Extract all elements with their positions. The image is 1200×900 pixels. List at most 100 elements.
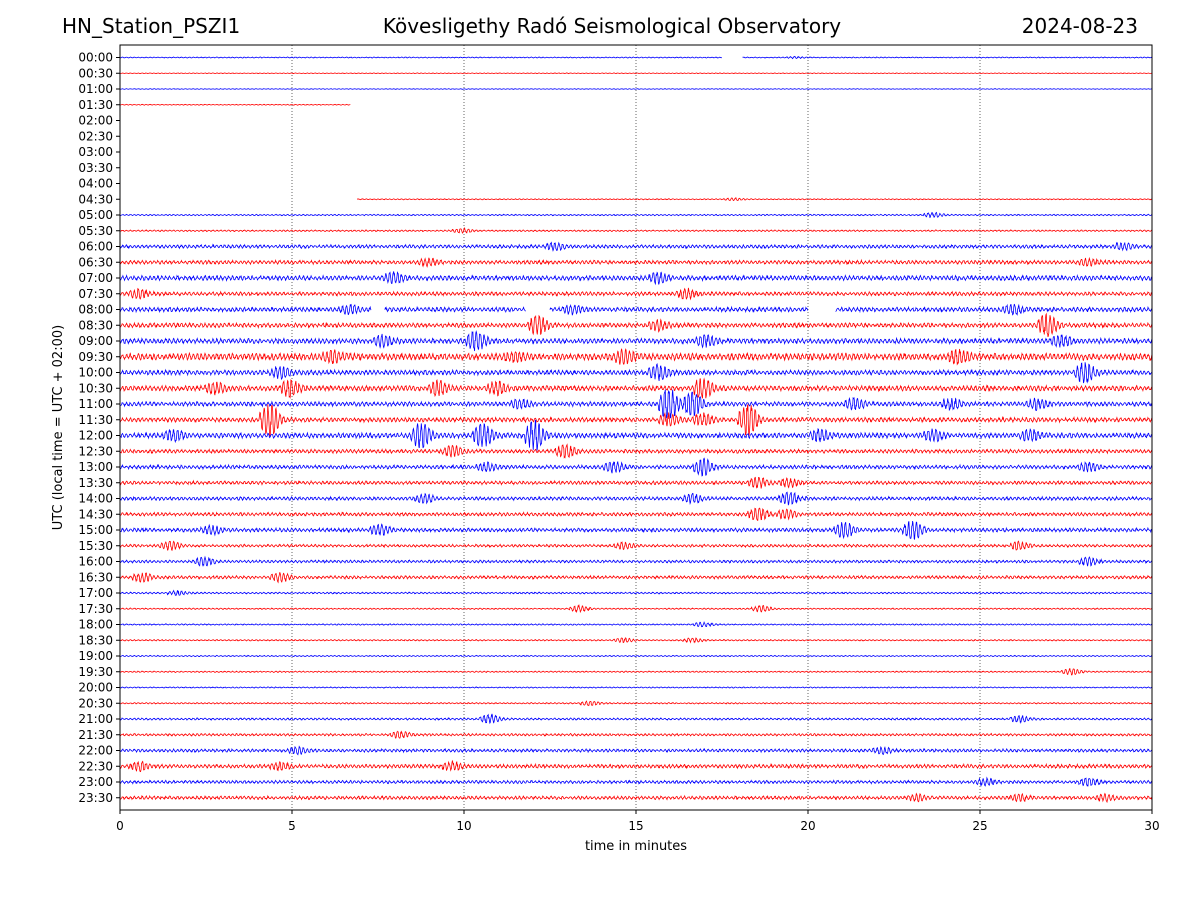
x-axis-ticks: 0 5 10 15 20 25 30 <box>116 810 1160 833</box>
y-tick-label: 18:00 <box>78 618 113 632</box>
y-tick-label: 19:30 <box>78 665 113 679</box>
x-tick-label: 30 <box>1144 819 1159 833</box>
trace-2030 <box>119 700 1153 707</box>
trace-2130 <box>119 730 1153 739</box>
trace-0100 <box>119 88 1153 90</box>
y-tick-label: 22:30 <box>78 759 113 773</box>
y-tick-label: 00:30 <box>78 66 113 80</box>
trace-0630 <box>119 256 1153 268</box>
trace-0800-part1 <box>119 303 372 316</box>
trace-0000-part2 <box>742 55 1153 60</box>
trace-1800 <box>119 621 1153 628</box>
y-tick-label: 02:30 <box>78 129 113 143</box>
y-tick-label: 07:00 <box>78 271 113 285</box>
trace-1600 <box>119 555 1153 567</box>
y-tick-label: 03:00 <box>78 145 113 159</box>
trace-2300 <box>119 776 1153 787</box>
y-tick-label: 05:30 <box>78 224 113 238</box>
trace-1130 <box>119 403 1153 437</box>
y-tick-label: 21:30 <box>78 728 113 742</box>
y-tick-label: 16:00 <box>78 555 113 569</box>
y-tick-label: 07:30 <box>78 287 113 301</box>
trace-0430 <box>357 197 1153 202</box>
y-tick-label: 10:00 <box>78 366 113 380</box>
y-tick-label: 03:30 <box>78 161 113 175</box>
trace-1400 <box>119 491 1153 506</box>
trace-1630 <box>119 572 1153 584</box>
x-tick-label: 0 <box>116 819 124 833</box>
trace-1430 <box>119 507 1153 521</box>
y-tick-label: 23:00 <box>78 775 113 789</box>
y-tick-label: 14:30 <box>78 507 113 521</box>
trace-0600 <box>119 241 1153 252</box>
trace-1730 <box>119 604 1153 614</box>
trace-1030 <box>119 377 1153 399</box>
y-tick-label: 01:30 <box>78 98 113 112</box>
y-tick-label: 04:30 <box>78 192 113 206</box>
y-tick-label: 17:30 <box>78 602 113 616</box>
trace-0800-part3 <box>549 304 809 316</box>
y-tick-label: 09:30 <box>78 350 113 364</box>
trace-1300 <box>119 457 1153 477</box>
x-tick-label: 15 <box>628 819 643 833</box>
y-tick-label: 17:00 <box>78 586 113 600</box>
trace-0800-part4 <box>835 303 1152 316</box>
trace-2000 <box>119 686 1153 689</box>
y-tick-label: 19:00 <box>78 649 113 663</box>
seismic-traces <box>119 55 1153 804</box>
y-tick-label: 16:30 <box>78 570 113 584</box>
y-tick-label: 06:00 <box>78 240 113 254</box>
y-tick-label: 13:00 <box>78 460 113 474</box>
y-tick-label: 14:00 <box>78 492 113 506</box>
trace-1230 <box>119 443 1153 459</box>
trace-0030 <box>119 72 1153 75</box>
recording-date: 2024-08-23 <box>1021 14 1138 38</box>
trace-1900 <box>119 654 1153 658</box>
y-tick-label: 12:30 <box>78 444 113 458</box>
x-axis-label: time in minutes <box>585 839 687 854</box>
y-tick-label: 15:00 <box>78 523 113 537</box>
y-tick-label: 20:00 <box>78 681 113 695</box>
y-tick-label: 08:30 <box>78 318 113 332</box>
trace-1000 <box>119 362 1153 384</box>
y-tick-label: 02:00 <box>78 114 113 128</box>
y-tick-label: 11:00 <box>78 397 113 411</box>
trace-0800-part2 <box>384 305 526 313</box>
trace-1830 <box>119 637 1153 644</box>
trace-2330 <box>119 792 1153 804</box>
trace-0000-part1 <box>119 56 722 59</box>
y-tick-label: 23:30 <box>78 791 113 805</box>
trace-1100 <box>119 389 1153 420</box>
trace-2200 <box>119 745 1153 756</box>
trace-0130 <box>119 103 351 106</box>
trace-0830 <box>119 312 1153 338</box>
y-tick-label: 15:30 <box>78 539 113 553</box>
y-tick-label: 01:00 <box>78 82 113 96</box>
y-tick-label: 11:30 <box>78 413 113 427</box>
trace-1330 <box>119 476 1153 489</box>
y-tick-label: 10:30 <box>78 381 113 395</box>
y-tick-label: 22:00 <box>78 744 113 758</box>
station-name: HN_Station_PSZI1 <box>62 14 241 38</box>
y-tick-label: 13:30 <box>78 476 113 490</box>
y-tick-label: 12:00 <box>78 429 113 443</box>
trace-0530 <box>119 226 1153 234</box>
trace-0700 <box>119 271 1153 286</box>
trace-1700 <box>119 589 1153 596</box>
trace-1530 <box>119 540 1153 552</box>
trace-2100 <box>119 713 1153 725</box>
y-tick-label: 04:00 <box>78 177 113 191</box>
y-tick-label: 20:30 <box>78 696 113 710</box>
y-tick-label: 21:00 <box>78 712 113 726</box>
x-tick-label: 25 <box>972 819 987 833</box>
y-tick-label: 18:30 <box>78 633 113 647</box>
y-tick-label: 00:00 <box>78 51 113 65</box>
trace-1500 <box>119 521 1153 540</box>
y-tick-label: 08:00 <box>78 303 113 317</box>
x-tick-label: 20 <box>800 819 815 833</box>
x-tick-label: 10 <box>456 819 471 833</box>
trace-1930 <box>119 668 1153 676</box>
trace-0900 <box>119 330 1153 352</box>
